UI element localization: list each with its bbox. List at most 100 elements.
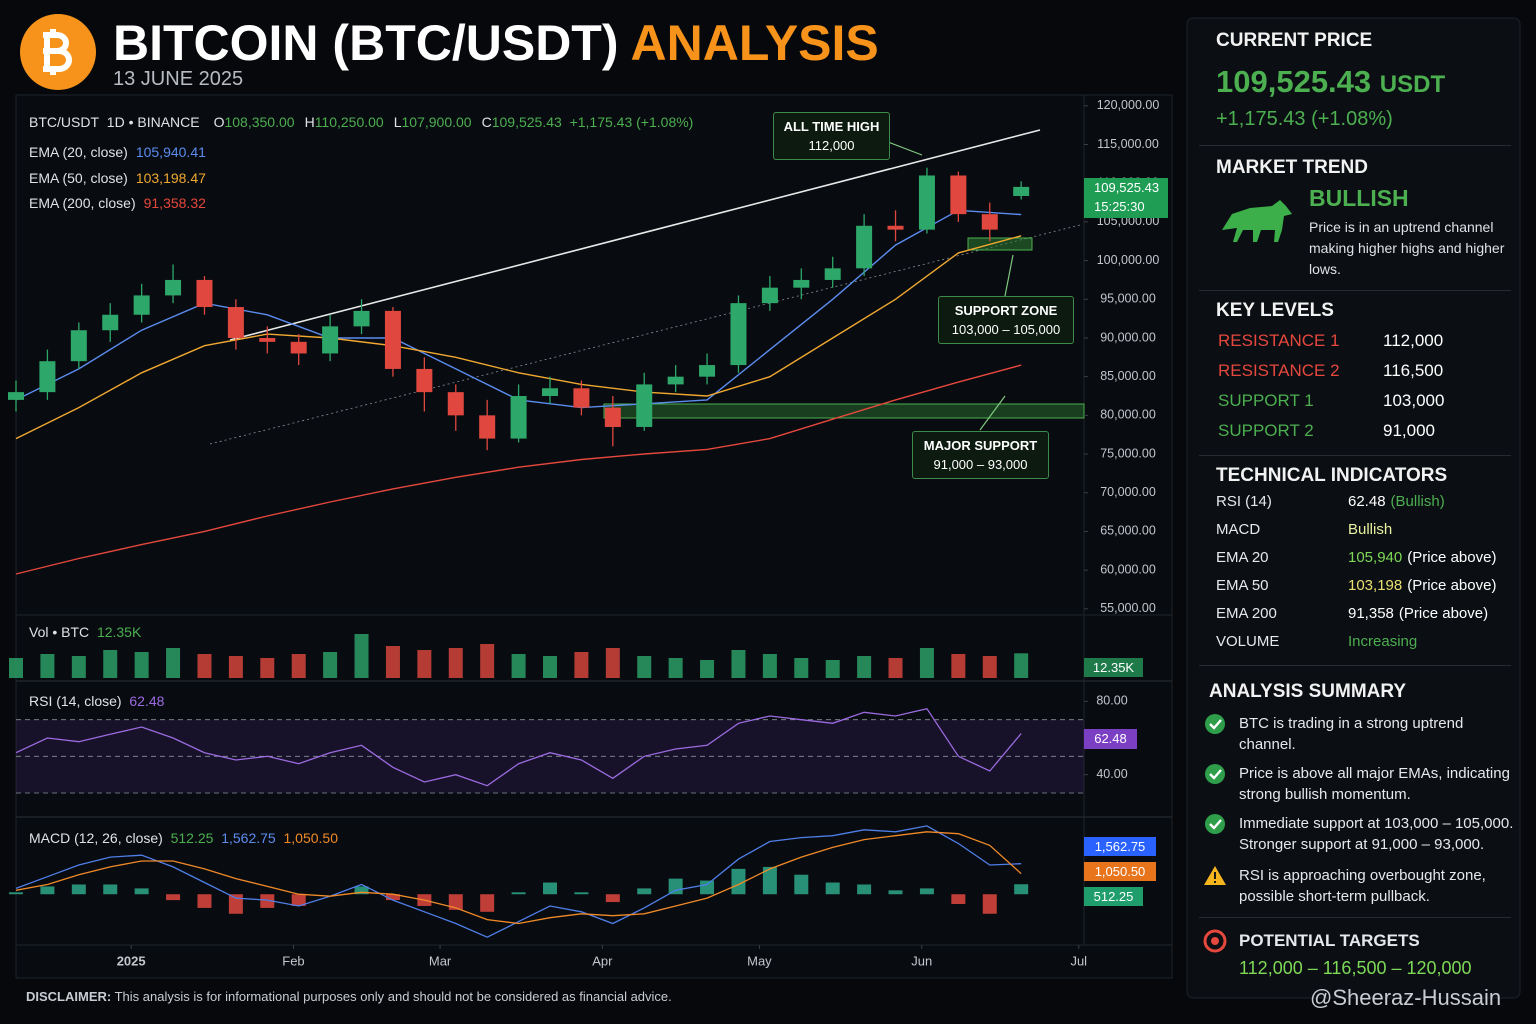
level-name: SUPPORT 2 xyxy=(1218,421,1314,440)
y-tick-label: 75,000.00 xyxy=(1100,446,1156,460)
candle-body xyxy=(196,279,213,308)
ohlc-key: H xyxy=(304,114,315,130)
target-icon xyxy=(1203,929,1227,953)
legend-entry: EMA (50, close) 103,198.47 xyxy=(29,166,206,192)
candle-body xyxy=(259,337,276,342)
title: BITCOIN (BTC/USDT) ANALYSIS xyxy=(113,14,879,72)
macd-badge: 1,562.75 xyxy=(1084,837,1156,856)
volume-bar xyxy=(291,654,306,678)
volume-bar xyxy=(637,656,652,678)
volume-bar xyxy=(166,648,181,678)
date: 13 JUNE 2025 xyxy=(113,68,244,90)
candle-body xyxy=(918,175,935,230)
volume-bar xyxy=(825,660,840,678)
watermark: @Sheeraz-Hussain xyxy=(1310,985,1502,1010)
trend-text: Price is in an uptrend channel making hi… xyxy=(1309,219,1505,277)
trend-line xyxy=(229,129,1041,341)
summary-text: Price is above all major EMAs, indicatin… xyxy=(1239,765,1510,803)
macd-histogram xyxy=(103,884,118,895)
rsi-value: 62.48 xyxy=(129,693,165,709)
annotation-text: 91,000 – 93,000 xyxy=(933,457,1028,472)
macd-histogram xyxy=(825,882,840,895)
indicator-value-text: 62.48 xyxy=(1348,493,1386,510)
support-zone xyxy=(967,237,1033,251)
legend-name: EMA (200, close) xyxy=(29,195,136,211)
level-name: RESISTANCE 1 xyxy=(1218,331,1340,350)
annotation-title: SUPPORT ZONE xyxy=(954,303,1058,318)
volume-bar xyxy=(951,654,966,678)
disclaimer: DISCLAIMER: This analysis is for informa… xyxy=(26,989,672,1004)
indicator-note: (Bullish) xyxy=(1390,493,1445,510)
y-tick-label: 100,000.00 xyxy=(1097,253,1160,267)
volume-bar xyxy=(228,656,243,678)
y-tick-label: 60,000.00 xyxy=(1100,562,1156,576)
rsi-label: RSI (14, close) xyxy=(29,693,122,709)
price: 109,525.43 xyxy=(1216,64,1372,99)
legend-name: EMA (20, close) xyxy=(29,144,128,160)
y-tick-label: 120,000.00 xyxy=(1097,98,1160,112)
macd-histogram xyxy=(888,890,903,895)
volume-bar xyxy=(385,646,400,678)
volume-bar xyxy=(731,650,746,678)
rsi-title: RSI (14, close) 62.48 xyxy=(29,693,164,709)
macd-histogram xyxy=(260,894,275,908)
y-tick-label: 95,000.00 xyxy=(1100,292,1156,306)
x-tick-label: Apr xyxy=(592,953,613,968)
macd-histogram xyxy=(1014,884,1029,895)
candle-body xyxy=(165,279,182,296)
volume-bar xyxy=(448,648,463,678)
level-value: 112,000 xyxy=(1383,331,1444,350)
macd-line xyxy=(15,825,1022,938)
indicator-note: (Price above) xyxy=(1407,549,1497,566)
y-tick-label: 90,000.00 xyxy=(1100,330,1156,344)
vol-value: 12.35K xyxy=(96,624,142,640)
candle-body xyxy=(761,287,778,304)
macd-histogram xyxy=(166,894,181,901)
disclaimer-label: DISCLAIMER: xyxy=(26,989,112,1004)
hist-badge: 512.25 xyxy=(1084,887,1143,906)
y-tick-label: 85,000.00 xyxy=(1100,369,1156,383)
volume-bar xyxy=(9,658,23,678)
title-accent: ANALYSIS xyxy=(630,15,879,71)
level-value: 116,500 xyxy=(1383,361,1444,380)
legend-value: 105,940.41 xyxy=(135,144,206,160)
indicator-name: RSI (14) xyxy=(1216,493,1272,510)
volume-bar xyxy=(1014,653,1029,678)
unit: USDT xyxy=(1379,71,1446,98)
macd-histogram xyxy=(291,894,306,906)
candle-body xyxy=(510,396,527,439)
candle-body xyxy=(447,392,464,416)
legend-name: EMA (50, close) xyxy=(29,169,128,186)
indicator-note: (Price above) xyxy=(1407,577,1497,594)
candle-body xyxy=(102,314,119,331)
macd-histogram xyxy=(794,874,809,895)
bitcoin-symbol xyxy=(43,29,72,75)
divider xyxy=(1199,665,1511,666)
indicator-name: EMA 50 xyxy=(1216,577,1269,594)
y-tick-label: 115,000.00 xyxy=(1097,137,1159,151)
badge-time: 15:25:30 xyxy=(1094,199,1145,214)
indicator-value-text: Increasing xyxy=(1348,633,1418,650)
title-main: BITCOIN (BTC/USDT) xyxy=(113,15,619,71)
macd-histogram xyxy=(40,886,55,895)
x-tick-label: May xyxy=(747,953,772,968)
candle-body xyxy=(8,392,24,400)
summary-text: Immediate support at 103,000 – 105,000. … xyxy=(1239,815,1514,853)
candle-body xyxy=(730,303,747,366)
divider xyxy=(1199,290,1511,291)
target-icon xyxy=(1211,937,1219,945)
x-tick-label: 2025 xyxy=(117,953,146,968)
level-name: RESISTANCE 2 xyxy=(1218,361,1340,380)
indicator-note: (Price above) xyxy=(1398,605,1489,622)
volume-bar xyxy=(134,652,149,678)
check-icon xyxy=(1205,764,1225,784)
macd-hist-value: 512.25 xyxy=(170,830,214,846)
volume-bar xyxy=(605,648,620,678)
macd-histogram xyxy=(668,878,683,895)
heading: POTENTIAL TARGETS xyxy=(1239,931,1420,950)
candle-body xyxy=(887,225,904,230)
macd-label: MACD (12, 26, close) xyxy=(29,830,163,846)
indicator-value-text: 103,198 xyxy=(1348,577,1403,594)
trend-value: BULLISH xyxy=(1309,185,1409,211)
